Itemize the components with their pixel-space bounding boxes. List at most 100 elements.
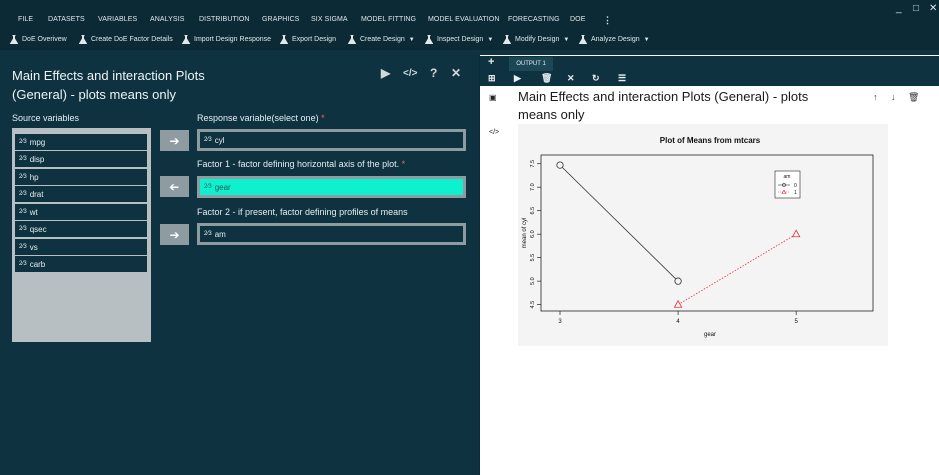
toolbar-create-design[interactable]: Create Design ▼ — [348, 35, 415, 44]
toolbar-doe-overview[interactable]: DoE Overivew — [10, 35, 67, 44]
toolbar-import-design-response[interactable]: Import Design Response — [182, 35, 271, 44]
factor2-label: Factor 2 - if present, factor defining p… — [197, 207, 408, 217]
data-point-0 — [556, 161, 564, 169]
plot-marks: 3 4 5 4.5 5.0 5.5 6.0 6.5 7.0 7.5 — [530, 160, 801, 325]
numeric-variable-icon: 2⁄3 — [19, 244, 27, 250]
numeric-variable-icon: 2⁄3 — [204, 231, 212, 237]
list-item[interactable]: 2⁄3 wt — [15, 204, 147, 220]
menu-file[interactable]: FILE — [18, 16, 34, 23]
output-title: Main Effects and interaction Plots (Gene… — [518, 89, 809, 122]
menu-analysis[interactable]: ANALYSIS — [150, 16, 185, 23]
numeric-variable-icon: 2⁄3 — [19, 226, 27, 232]
run-icon[interactable]: ▶ — [381, 66, 391, 80]
close-dialog-icon[interactable]: ✕ — [451, 66, 462, 80]
response-variable-label: Response variable(select one) * — [197, 113, 325, 123]
move-back-factor1-button[interactable]: ➔ — [160, 176, 189, 197]
x-tick-label: 3 — [558, 319, 562, 325]
list-item[interactable]: 2⁄3 qsec — [15, 221, 147, 237]
toolbar-modify-design[interactable]: Modify Design ▼ — [503, 35, 569, 44]
delete-icon[interactable]: 🗑 — [541, 73, 553, 83]
list-item[interactable]: 2⁄3 carb — [15, 256, 147, 272]
menu-model-evaluation[interactable]: MODEL EVALUATION — [428, 16, 500, 23]
toolbar-analyze-design[interactable]: Analyze Design ▼ — [579, 35, 650, 44]
factor2-field[interactable]: 2⁄3 am — [197, 223, 466, 245]
flask-icon — [503, 35, 511, 44]
menu-doe[interactable]: DOE — [570, 16, 586, 23]
help-icon[interactable]: ? — [430, 66, 438, 80]
toolbar-export-design[interactable]: Export Design — [280, 35, 336, 44]
y-tick-label: 7.5 — [530, 160, 536, 168]
numeric-variable-icon: 2⁄3 — [19, 209, 27, 215]
toolbar-label: Export Design — [292, 36, 336, 43]
flask-icon — [425, 35, 433, 44]
menu-distribution[interactable]: DISTRIBUTION — [199, 16, 250, 23]
menu-six-sigma[interactable]: SIX SIGMA — [311, 16, 348, 23]
x-tick-label: 4 — [676, 319, 680, 325]
means-plot: Plot of Means from mtcars gear mean of c… — [522, 136, 874, 338]
series-line-0 — [559, 164, 679, 282]
menu-bar: FILE DATASETS VARIABLES ANALYSIS DISTRIB… — [0, 0, 939, 30]
menu-variables[interactable]: VARIABLES — [98, 16, 138, 23]
add-tab-icon[interactable]: + — [488, 56, 495, 68]
open-file-icon[interactable]: ▶ — [514, 73, 521, 83]
tab-output-1[interactable]: OUTPUT 1 — [509, 57, 553, 71]
menu-model-fitting[interactable]: MODEL FITTING — [361, 16, 417, 23]
refresh-icon[interactable]: ↻ — [592, 73, 600, 83]
menu-forecasting[interactable]: FORECASTING — [508, 16, 560, 23]
factor1-field[interactable]: 2⁄3 gear — [197, 176, 466, 198]
flask-icon — [10, 35, 18, 44]
flask-icon — [79, 35, 87, 44]
move-to-factor2-button[interactable]: ➔ — [160, 224, 189, 245]
caret-down-icon: ▼ — [643, 36, 650, 43]
y-tick-label: 5.0 — [530, 277, 536, 285]
new-output-icon[interactable]: ⊞ — [488, 73, 496, 83]
flask-icon — [280, 35, 288, 44]
numeric-variable-icon: 2⁄3 — [19, 174, 27, 180]
list-item[interactable]: 2⁄3 vs — [15, 239, 147, 255]
source-variables-list[interactable]: 2⁄3 mpg 2⁄3 disp 2⁄3 hp 2⁄3 drat 2⁄3 wt 2⁄3 qs… — [12, 128, 151, 342]
close-window-button[interactable]: ✕ — [929, 3, 938, 14]
legend-entry-0: 0 — [794, 183, 797, 189]
more-menu-icon[interactable]: ⋮ — [603, 15, 613, 25]
list-icon[interactable]: ☰ — [618, 73, 627, 83]
numeric-variable-icon: 2⁄3 — [19, 139, 27, 145]
maximize-button[interactable]: □ — [913, 3, 920, 14]
menu-graphics[interactable]: GRAPHICS — [262, 16, 300, 23]
source-variables-label: Source variables — [12, 113, 80, 123]
delete-output-icon[interactable]: 🗑 — [908, 92, 920, 102]
collapse-icon[interactable]: ▣ — [489, 93, 497, 102]
output-toolbar: ⊞ ▶ 🗑 ✕ ↻ ☰ — [480, 72, 939, 86]
plot-frame — [540, 154, 874, 312]
clear-icon[interactable]: ✕ — [567, 73, 575, 83]
move-up-icon[interactable]: ↑ — [873, 92, 878, 102]
flask-icon — [348, 35, 356, 44]
list-item[interactable]: 2⁄3 drat — [15, 186, 147, 202]
list-item[interactable]: 2⁄3 hp — [15, 169, 147, 185]
response-variable-field[interactable]: 2⁄3 cyl — [197, 129, 466, 151]
numeric-variable-icon: 2⁄3 — [19, 191, 27, 197]
caret-down-icon: ▼ — [487, 36, 494, 43]
flask-icon — [182, 35, 190, 44]
toolbar-label: Inspect Design — [437, 36, 484, 43]
data-point-1 — [673, 299, 683, 308]
pane-divider[interactable] — [479, 55, 480, 475]
minimize-button[interactable]: _ — [896, 3, 902, 14]
move-to-response-button[interactable]: ➔ — [160, 130, 189, 151]
numeric-variable-icon: 2⁄3 — [204, 184, 212, 190]
move-down-icon[interactable]: ↓ — [891, 92, 896, 102]
numeric-variable-icon: 2⁄3 — [204, 137, 212, 143]
toolbar-inspect-design[interactable]: Inspect Design ▼ — [425, 35, 493, 44]
numeric-variable-icon: 2⁄3 — [19, 261, 27, 267]
list-item[interactable]: 2⁄3 disp — [15, 151, 147, 167]
y-tick-label: 5.5 — [530, 254, 536, 262]
data-point-0 — [674, 277, 682, 285]
menu-datasets[interactable]: DATASETS — [48, 16, 85, 23]
list-item[interactable]: 2⁄3 mpg — [15, 134, 147, 150]
y-tick-label: 6.5 — [530, 207, 536, 215]
legend-box — [774, 170, 801, 199]
code-icon[interactable]: </> — [403, 68, 418, 79]
legend-marker-1 — [781, 189, 787, 194]
toolbar-create-factor-details[interactable]: Create DoE Factor Details — [79, 35, 173, 44]
code-icon[interactable]: </> — [489, 129, 500, 136]
toolbar-label: Modify Design — [515, 36, 560, 43]
